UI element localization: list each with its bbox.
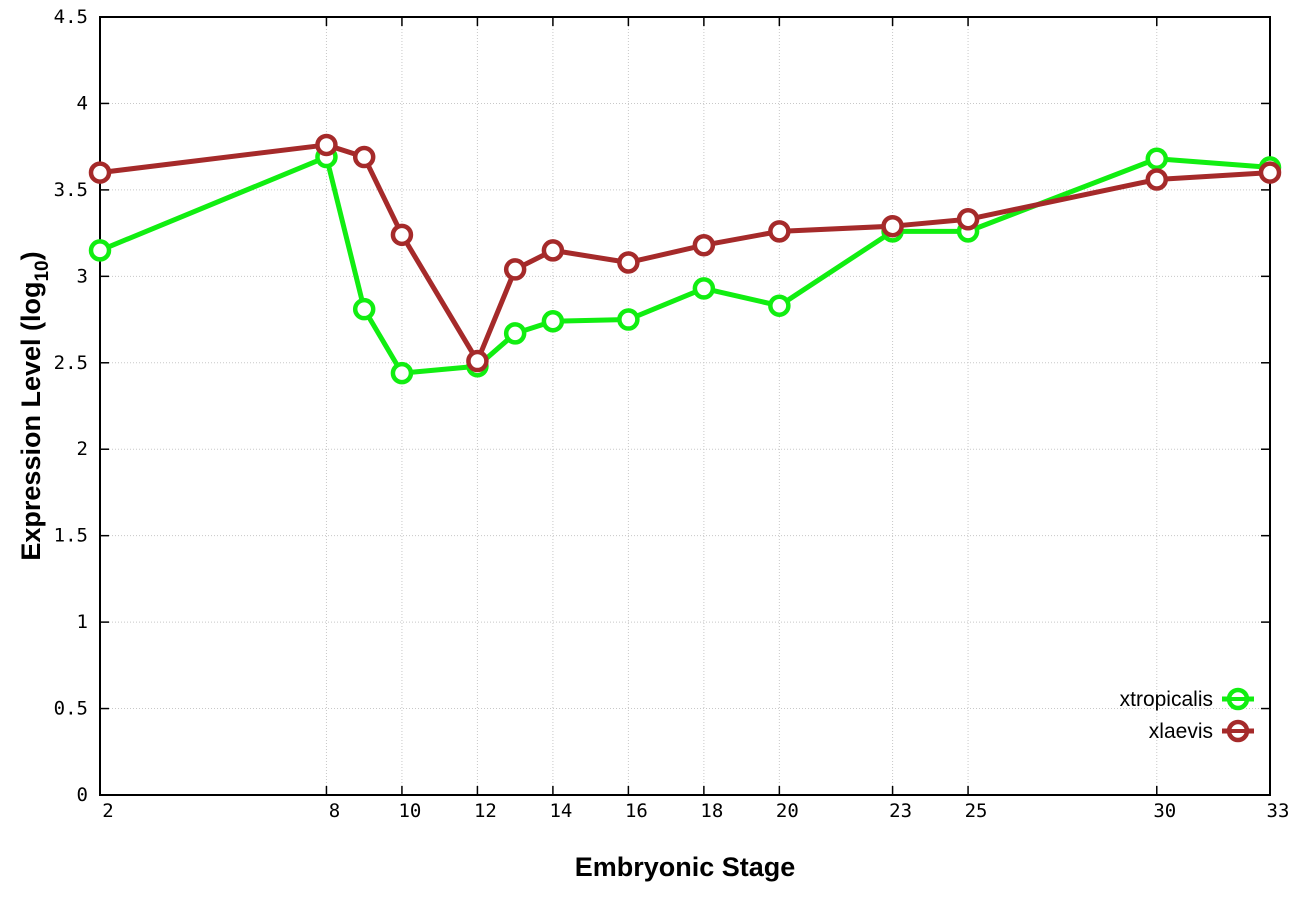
data-point-xlaevis	[617, 251, 640, 274]
data-point-xlaevis	[503, 258, 527, 281]
data-point-xtropicalis	[768, 294, 791, 317]
data-point-xlaevis	[1145, 168, 1169, 191]
y-tick-label: 4.5	[54, 6, 88, 28]
x-axis-label: Embryonic Stage	[575, 852, 796, 882]
y-axis-label-subscript: 10	[32, 260, 53, 281]
data-point-xlaevis	[466, 349, 489, 373]
y-tick-label: 2.5	[54, 352, 88, 374]
data-point-xlaevis	[541, 239, 565, 262]
y-axis-label: Expression Level (log10)	[16, 251, 53, 560]
data-point-xlaevis	[881, 214, 904, 238]
data-point-xtropicalis	[1145, 147, 1169, 171]
data-point-xlaevis	[352, 145, 376, 169]
x-tick-label: 2	[102, 800, 113, 822]
y-tick-label: 3.5	[54, 179, 88, 201]
x-tick-label: 14	[549, 800, 572, 822]
legend: xtropicalis xlaevis	[1120, 687, 1254, 743]
data-point-xlaevis	[390, 223, 414, 247]
data-point-xlaevis	[88, 161, 112, 184]
data-point-xlaevis	[768, 220, 791, 243]
series-line-xtropicalis	[99, 154, 1271, 376]
plot-frame	[99, 16, 1271, 796]
data-point-xtropicalis	[541, 310, 565, 333]
y-tick-label: 1	[77, 611, 88, 633]
x-tick-label: 20	[776, 800, 799, 822]
data-point-xlaevis	[315, 133, 338, 157]
x-tick-label: 30	[1153, 800, 1176, 822]
x-tick-label: 10	[398, 800, 421, 822]
series-xlaevis	[88, 133, 1282, 373]
data-point-xlaevis	[1258, 161, 1282, 184]
y-tick-label: 3	[77, 265, 88, 287]
data-point-xtropicalis	[88, 239, 112, 262]
data-point-xtropicalis	[617, 308, 640, 331]
data-point-xtropicalis	[503, 322, 527, 345]
legend-label-xtropicalis: xtropicalis	[1120, 688, 1213, 711]
x-tick-label: 18	[700, 800, 723, 822]
series-group	[88, 133, 1282, 385]
y-tick-label: 0.5	[54, 698, 88, 720]
y-tick-label: 4	[77, 92, 88, 114]
x-tick-label: 12	[474, 800, 497, 822]
grid	[99, 16, 1271, 796]
y-tick-label: 1.5	[54, 525, 88, 547]
data-point-xtropicalis	[352, 297, 376, 321]
series-line-xlaevis	[99, 142, 1271, 364]
series-xtropicalis	[88, 145, 1282, 385]
axis-ticks: 0 0.5 1 1.5 2 2.5 3 3.5 4 4.5 2 8 10 12 14 16 18 20 23 25 30…	[54, 6, 1290, 822]
data-point-xlaevis	[692, 233, 716, 257]
data-point-xlaevis	[956, 208, 980, 231]
data-point-xtropicalis	[390, 361, 414, 385]
x-tick-label: 25	[965, 800, 988, 822]
y-tick-label: 2	[77, 438, 88, 460]
x-tick-label: 23	[889, 800, 912, 822]
x-tick-label: 8	[329, 800, 340, 822]
x-tick-label: 16	[625, 800, 648, 822]
y-tick-label: 0	[77, 784, 88, 806]
x-tick-label: 33	[1267, 800, 1290, 822]
data-point-xtropicalis	[692, 277, 716, 300]
legend-label-xlaevis: xlaevis	[1149, 720, 1213, 743]
